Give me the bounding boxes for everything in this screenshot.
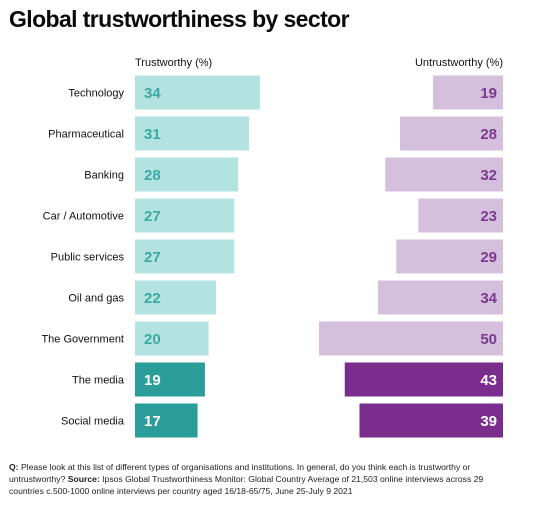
question-text: Please look at this list of different ty… xyxy=(9,462,471,484)
untrustworthy-bar xyxy=(344,362,503,397)
trustworthy-value: 19 xyxy=(144,372,161,389)
trustworthy-bar xyxy=(135,116,250,151)
trustworthy-bar xyxy=(135,239,235,274)
trustworthy-bar xyxy=(135,75,261,110)
trustworthy-value: 31 xyxy=(144,126,161,143)
untrustworthy-bar xyxy=(399,116,503,151)
trustworthy-bar xyxy=(135,280,216,315)
bar-chart: Technology 34 19 Pharmaceutical 31 28 Banking 2… xyxy=(41,75,503,438)
category-label: The Government xyxy=(41,334,124,346)
untrustworthy-header: Untrustworthy (%) xyxy=(414,57,503,69)
trustworthy-bar xyxy=(135,198,235,233)
trustworthy-value: 22 xyxy=(144,290,161,307)
untrustworthy-value: 39 xyxy=(480,413,497,430)
category-label: Social media xyxy=(61,416,125,428)
trustworthy-value: 34 xyxy=(144,85,161,102)
trustworthy-header: Trustworthy (%) xyxy=(135,57,213,69)
untrustworthy-value: 50 xyxy=(480,331,497,348)
untrustworthy-bar xyxy=(359,403,503,438)
untrustworthy-value: 34 xyxy=(480,290,497,307)
footnote: Q: Please look at this list of different… xyxy=(9,461,519,497)
category-label: Car / Automotive xyxy=(43,211,124,223)
untrustworthy-value: 19 xyxy=(480,85,497,102)
trustworthy-bar xyxy=(135,403,198,438)
untrustworthy-bar xyxy=(377,280,503,315)
untrustworthy-bar xyxy=(433,75,503,110)
untrustworthy-bar xyxy=(319,321,503,356)
trustworthy-bar xyxy=(135,157,239,192)
category-label: Oil and gas xyxy=(68,293,124,305)
trustworthy-bar xyxy=(135,321,209,356)
trustworthy-value: 17 xyxy=(144,413,161,430)
untrustworthy-value: 32 xyxy=(480,167,497,184)
category-label: The media xyxy=(72,375,125,387)
source-text: Ipsos Global Trustworthiness Monitor: Gl… xyxy=(9,474,484,496)
chart-title: Global trustworthiness by sector xyxy=(9,6,350,32)
trustworthy-value: 27 xyxy=(144,208,161,225)
category-label: Technology xyxy=(68,88,124,100)
untrustworthy-value: 28 xyxy=(480,126,497,143)
trustworthy-value: 27 xyxy=(144,249,161,266)
untrustworthy-bar xyxy=(418,198,503,233)
category-label: Banking xyxy=(84,170,124,182)
untrustworthy-bar xyxy=(385,157,503,192)
category-label: Pharmaceutical xyxy=(48,129,124,141)
untrustworthy-value: 43 xyxy=(480,372,497,389)
source-label: Source: xyxy=(67,474,100,484)
question-label: Q: xyxy=(9,462,19,472)
category-label: Public services xyxy=(51,252,125,264)
untrustworthy-bar xyxy=(396,239,503,274)
untrustworthy-value: 29 xyxy=(480,249,497,266)
trustworthy-value: 28 xyxy=(144,167,161,184)
trustworthy-value: 20 xyxy=(144,331,161,348)
trustworthy-bar xyxy=(135,362,205,397)
untrustworthy-value: 23 xyxy=(480,208,497,225)
